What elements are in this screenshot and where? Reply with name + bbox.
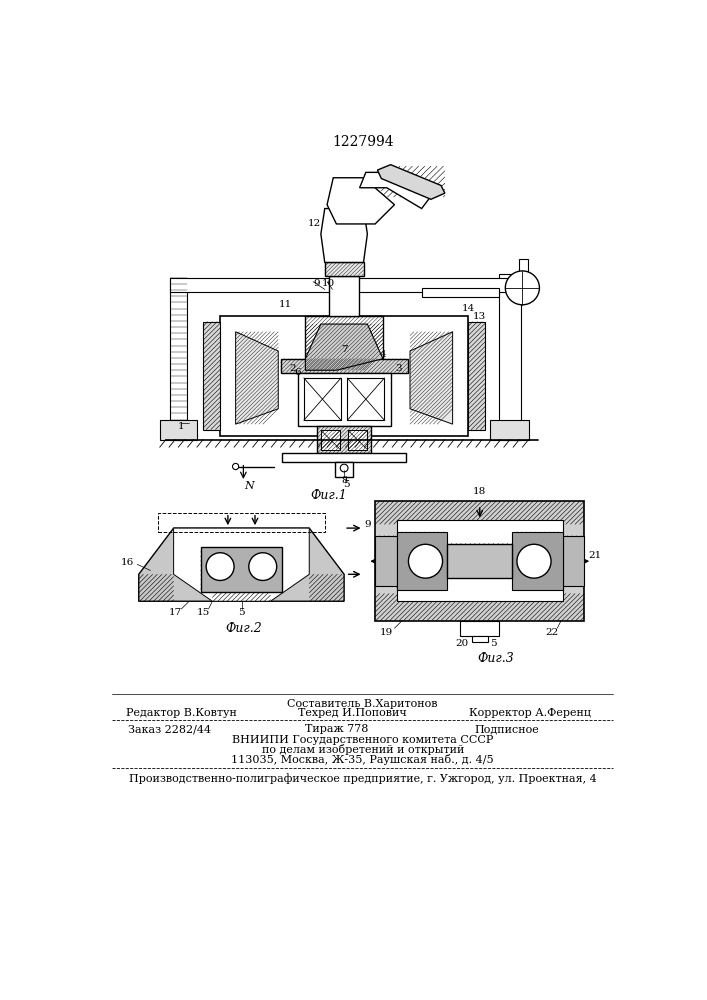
Text: Фиг.3: Фиг.3 (477, 652, 513, 666)
Polygon shape (410, 332, 452, 424)
Bar (563, 536, 585, 586)
Text: 5: 5 (238, 608, 245, 617)
Bar (375, 501, 585, 620)
Bar (160, 420, 197, 440)
Text: Заказ 2282/44: Заказ 2282/44 (128, 724, 211, 734)
Text: 13: 13 (473, 312, 486, 321)
Text: 10: 10 (322, 279, 335, 288)
Bar (170, 278, 521, 292)
Circle shape (409, 544, 443, 578)
Circle shape (340, 464, 348, 472)
Bar (448, 544, 513, 578)
Text: 5: 5 (491, 639, 497, 648)
Text: Подписное: Подписное (474, 724, 539, 734)
Text: Корректор А.Ференц: Корректор А.Ференц (469, 708, 591, 718)
Bar (375, 536, 397, 586)
Text: 2: 2 (290, 364, 296, 373)
Text: ВНИИПИ Государственного комитета СССР: ВНИИПИ Государственного комитета СССР (232, 735, 493, 745)
Bar (298, 373, 391, 426)
Text: 11: 11 (279, 300, 292, 309)
Polygon shape (305, 324, 383, 370)
Bar (397, 532, 448, 590)
Bar (305, 316, 383, 359)
Text: 1: 1 (178, 422, 185, 431)
Circle shape (517, 544, 551, 578)
Bar (321, 430, 340, 450)
Bar (499, 274, 521, 440)
Bar (513, 532, 563, 590)
Text: 15: 15 (197, 608, 210, 617)
Bar (317, 426, 371, 453)
Text: 4: 4 (380, 350, 386, 359)
Text: 22: 22 (545, 628, 559, 637)
Text: 12: 12 (308, 219, 321, 228)
Text: 9: 9 (364, 520, 370, 529)
Text: 18: 18 (473, 487, 486, 496)
Text: 17: 17 (168, 608, 182, 617)
Polygon shape (139, 528, 344, 601)
Bar (468, 322, 485, 430)
Bar (348, 430, 368, 450)
Polygon shape (235, 332, 279, 424)
Bar (397, 520, 563, 601)
Text: 19: 19 (380, 628, 393, 637)
Circle shape (206, 553, 234, 580)
Bar (158, 513, 325, 532)
Bar (335, 462, 354, 477)
Bar (490, 420, 529, 440)
Bar (518, 259, 528, 288)
Text: 21: 21 (588, 551, 601, 560)
Bar (460, 620, 499, 636)
Bar (203, 322, 220, 430)
Text: 6: 6 (294, 368, 301, 377)
Text: Техред И.Попович: Техред И.Попович (298, 708, 407, 718)
Text: 5: 5 (343, 480, 350, 489)
Text: 7: 7 (341, 345, 347, 354)
Text: 9: 9 (314, 279, 320, 288)
Text: Составитель В.Харитонов: Составитель В.Харитонов (288, 699, 438, 709)
Text: Производственно-полиграфическое предприятие, г. Ужгород, ул. Проектная, 4: Производственно-полиграфическое предприя… (129, 773, 597, 784)
Text: 20: 20 (455, 639, 469, 648)
Polygon shape (360, 172, 433, 209)
Text: 113035, Москва, Ж-35, Раушская наб., д. 4/5: 113035, Москва, Ж-35, Раушская наб., д. … (231, 754, 494, 765)
Circle shape (506, 271, 539, 305)
Bar (329, 276, 359, 316)
Text: 1227994: 1227994 (332, 135, 394, 149)
Bar (421, 288, 499, 297)
Text: Фиг.2: Фиг.2 (225, 622, 262, 635)
Text: 8: 8 (341, 476, 347, 485)
Text: 16: 16 (120, 558, 134, 567)
Text: 3: 3 (395, 364, 402, 373)
Bar (201, 547, 282, 592)
Circle shape (233, 463, 239, 470)
Bar (281, 359, 408, 373)
Text: 14: 14 (462, 304, 474, 313)
Circle shape (249, 553, 276, 580)
Bar (170, 278, 187, 440)
Text: Фиг.1: Фиг.1 (310, 489, 347, 502)
Polygon shape (321, 209, 368, 262)
Polygon shape (327, 178, 395, 224)
Text: N: N (245, 481, 255, 491)
Bar (220, 316, 468, 436)
Bar (347, 378, 385, 420)
Bar (472, 636, 488, 642)
Bar (325, 262, 363, 276)
Text: Редактор В.Ковтун: Редактор В.Ковтун (126, 708, 237, 718)
Polygon shape (174, 528, 309, 601)
Polygon shape (378, 165, 445, 199)
Bar (282, 453, 406, 462)
Text: по делам изобретений и открытий: по делам изобретений и открытий (262, 744, 464, 755)
Bar (304, 378, 341, 420)
Text: Тираж 778: Тираж 778 (305, 724, 368, 734)
